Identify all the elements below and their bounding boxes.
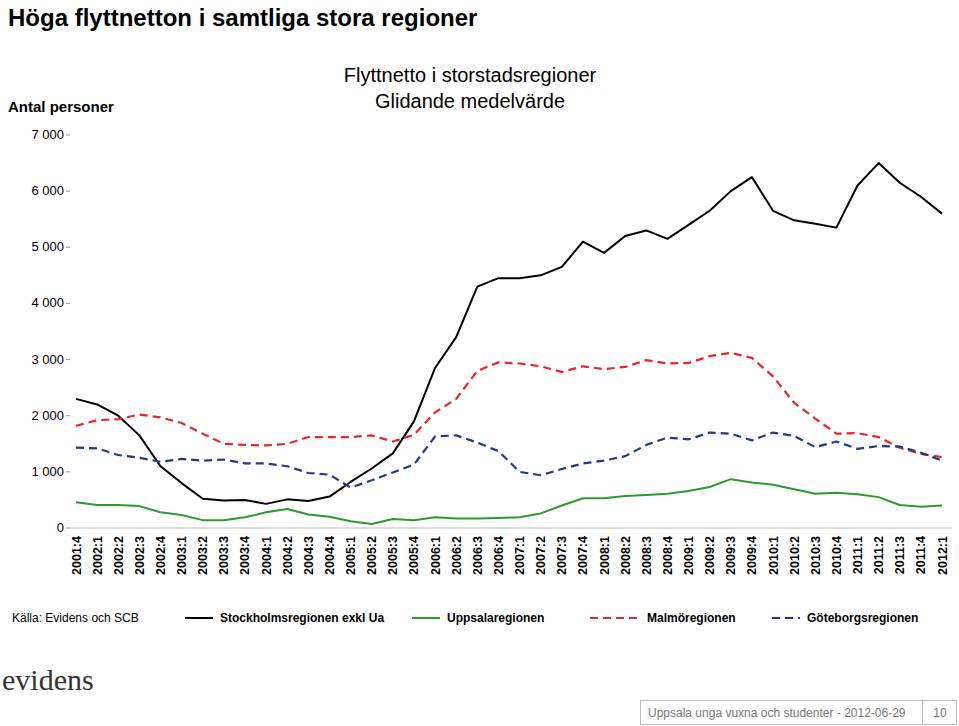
source: Källa: Evidens och SCB <box>12 611 139 625</box>
x-tick-label: 2010:4 <box>830 536 844 575</box>
x-tick-label: 2002:1 <box>91 536 105 575</box>
x-tick-label: 2009:3 <box>724 536 738 575</box>
y-tick-label: 3 000 <box>31 352 64 367</box>
x-tick-label: 2005:4 <box>407 536 421 575</box>
chart-subtitle: Glidande medelvärde <box>375 90 565 112</box>
x-tick-label: 2007:4 <box>576 536 590 575</box>
x-tick-label: 2003:2 <box>196 536 210 575</box>
y-axis-label: Antal personer <box>8 98 114 115</box>
y-tick <box>66 135 70 136</box>
legend-label: Malmöregionen <box>647 611 736 625</box>
y-tick <box>66 359 70 360</box>
x-tick-label: 2011:3 <box>893 536 907 574</box>
x-tick-label: 2005:1 <box>344 536 358 575</box>
x-tick-label: 2003:4 <box>238 536 252 575</box>
x-tick-label: 2010:3 <box>809 536 823 575</box>
chart-page: Höga flyttnetton i samtliga stora region… <box>0 0 959 726</box>
y-tick <box>66 471 70 472</box>
legend-swatch <box>185 617 213 619</box>
chart-title: Flyttnetto i storstadsregioner <box>344 64 597 86</box>
x-axis-line <box>70 528 952 529</box>
y-tick-label: 1 000 <box>31 464 64 479</box>
y-tick-label: 2 000 <box>31 408 64 423</box>
series-line <box>76 433 942 488</box>
x-tick-label: 2008:2 <box>619 536 633 575</box>
x-tick-label: 2007:3 <box>555 536 569 575</box>
x-tick-label: 2004:3 <box>302 536 316 575</box>
footer-divider <box>922 700 923 725</box>
x-tick-label: 2008:1 <box>598 536 612 575</box>
x-tick-label: 2007:2 <box>534 536 548 575</box>
y-axis: 0 1 000 2 000 3 000 4 000 5 000 6 000 7 000 <box>31 127 70 535</box>
legend-label: Göteborgsregionen <box>807 611 918 625</box>
x-tick-label: 2002:4 <box>154 536 168 575</box>
x-tick-label: 2002:3 <box>133 536 147 575</box>
series-lines <box>76 163 942 524</box>
series-line <box>76 479 942 524</box>
y-tick <box>66 247 70 248</box>
x-tick-label: 2012:1 <box>936 536 950 575</box>
x-tick-label: 2011:1 <box>851 536 865 574</box>
legend-label: Stockholmsregionen exkl Ua <box>220 611 384 625</box>
y-tick-label: 5 000 <box>31 239 64 254</box>
x-tick-label: 2006:3 <box>471 536 485 575</box>
x-tick-label: 2004:1 <box>260 536 274 575</box>
x-tick-label: 2011:2 <box>872 536 886 574</box>
x-tick-label: 2006:2 <box>450 536 464 575</box>
x-tick-label: 2010:2 <box>788 536 802 575</box>
y-tick-label: 7 000 <box>31 127 64 142</box>
x-tick-label: 2002:2 <box>112 536 126 575</box>
x-tick-label: 2007:1 <box>513 536 527 575</box>
legend-swatch <box>412 617 440 619</box>
y-tick-label: 6 000 <box>31 183 64 198</box>
legend-label: Uppsalaregionen <box>447 611 544 625</box>
y-tick-label: 0 <box>57 520 64 535</box>
x-tick-label: 2006:4 <box>492 536 506 575</box>
y-tick <box>66 303 70 304</box>
legend-swatch <box>590 617 640 619</box>
series-line <box>76 163 942 504</box>
x-tick-label: 2011:4 <box>914 536 928 574</box>
x-tick-label: 2008:3 <box>640 536 654 575</box>
x-tick-label: 2005:3 <box>386 536 400 575</box>
x-tick-label: 2001:4 <box>70 536 84 575</box>
heading: Höga flyttnetton i samtliga stora region… <box>8 4 477 31</box>
series-line <box>76 353 942 457</box>
y-tick-label: 4 000 <box>31 295 64 310</box>
footer: Uppsala unga vuxna och studenter - 2012-… <box>648 706 906 720</box>
x-tick-label: 2006:1 <box>429 536 443 575</box>
footer-box <box>641 701 957 725</box>
legend: Stockholmsregionen exkl Ua Uppsalaregione… <box>185 611 918 625</box>
x-axis: 2001:4 2002:1 2002:2 2002:3 2002:4 2003:1 2003… <box>70 536 950 575</box>
x-tick-label: 2009:1 <box>682 536 696 575</box>
legend-swatch <box>772 617 800 619</box>
y-tick <box>66 191 70 192</box>
y-tick <box>66 528 70 529</box>
x-tick-label: 2010:1 <box>767 536 781 575</box>
y-tick <box>66 415 70 416</box>
x-tick-label: 2004:4 <box>323 536 337 575</box>
x-tick-label: 2005:2 <box>365 536 379 575</box>
page-number: 10 <box>933 706 947 720</box>
x-tick-label: 2009:2 <box>703 536 717 575</box>
x-tick-label: 2003:3 <box>217 536 231 575</box>
x-tick-label: 2004:2 <box>281 536 295 575</box>
logo: evidens <box>2 663 94 696</box>
x-tick-label: 2009:4 <box>745 536 759 575</box>
x-tick-label: 2008:4 <box>661 536 675 575</box>
x-tick-label: 2003:1 <box>175 536 189 575</box>
